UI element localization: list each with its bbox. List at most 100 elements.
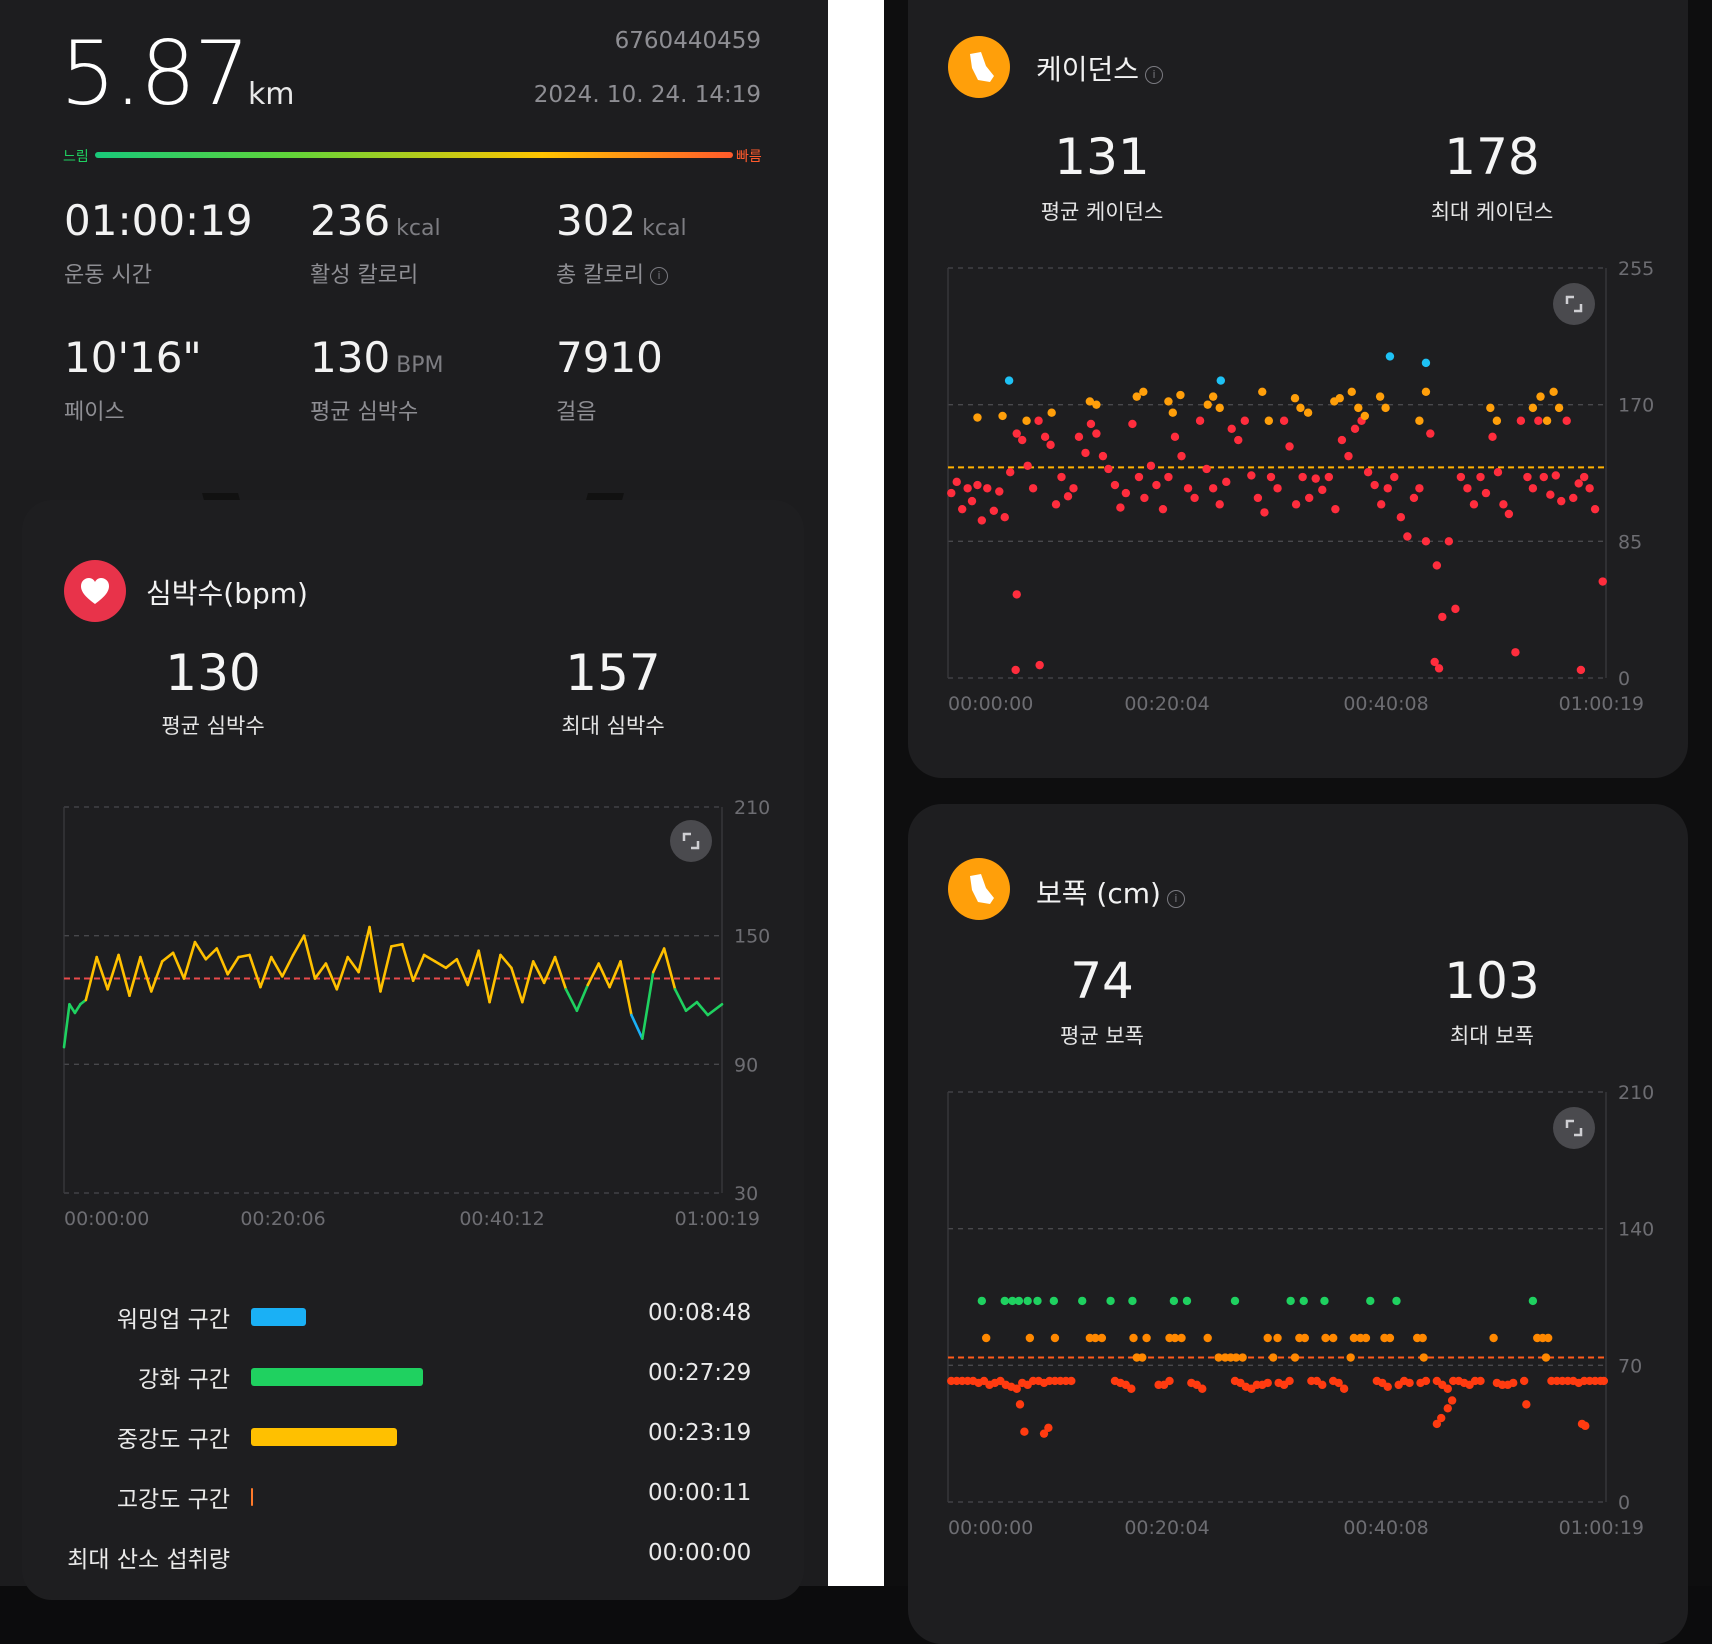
data-point	[1296, 403, 1305, 413]
data-point	[1047, 408, 1056, 417]
x-tick-label: 01:00:19	[1559, 1517, 1644, 1539]
heart-rate-segment	[226, 955, 240, 976]
data-point	[1081, 448, 1090, 458]
expand-chart-button[interactable]	[670, 820, 712, 862]
stat-active-calories: 236 kcal 활성 칼로리	[310, 196, 441, 289]
data-point	[1370, 480, 1379, 490]
info-icon[interactable]: i	[1166, 889, 1185, 908]
x-tick-label: 00:40:12	[459, 1208, 544, 1230]
section-title: 케이던스	[1036, 53, 1140, 86]
data-point	[1097, 1333, 1107, 1343]
data-point	[1266, 472, 1276, 482]
heart-rate-segment	[379, 945, 393, 993]
heart-rate-segment	[510, 966, 524, 1004]
data-point	[1409, 493, 1419, 503]
data-point	[1121, 488, 1131, 498]
data-point	[1320, 1296, 1329, 1306]
data-point	[1215, 500, 1224, 509]
cadence-card	[908, 0, 1688, 778]
data-point	[1579, 472, 1589, 482]
data-point	[1085, 397, 1095, 406]
heart-rate-segment	[280, 953, 295, 978]
data-point	[1346, 1353, 1355, 1362]
data-point	[1328, 1333, 1338, 1343]
distance-value: 5.87	[60, 22, 250, 125]
data-point	[1063, 492, 1073, 501]
heart-rate-segment	[564, 987, 579, 1013]
stat-total-calories: 302 kcal 총 칼로리 i	[556, 196, 687, 289]
data-point	[1035, 660, 1044, 670]
distance: 5.87km	[60, 22, 295, 125]
heart-rate-segment	[324, 962, 339, 991]
zone-bar	[251, 1428, 397, 1446]
data-point	[1182, 1296, 1192, 1306]
data-point	[1286, 1296, 1295, 1306]
data-point	[1086, 419, 1096, 429]
data-point	[957, 504, 967, 514]
y-tick-label: 210	[734, 797, 770, 819]
heart-rate-segment	[193, 940, 208, 961]
x-tick-label: 00:00:00	[948, 693, 1033, 715]
data-point	[1057, 472, 1066, 482]
heart-rate-segment	[237, 953, 251, 959]
expand-icon	[682, 832, 700, 850]
y-tick-label: 30	[734, 1183, 758, 1205]
data-point	[1008, 1296, 1017, 1306]
data-point	[1208, 484, 1218, 493]
heart-rate-segment	[499, 953, 513, 970]
data-point	[1551, 471, 1561, 480]
data-point	[1170, 1333, 1180, 1343]
data-point	[947, 488, 956, 498]
stat-value: 7910	[556, 333, 663, 382]
data-point	[983, 484, 992, 493]
data-point	[1481, 488, 1491, 498]
expand-chart-button[interactable]	[1553, 283, 1595, 325]
zone-row: 최대 산소 섭취량 00:00:00	[0, 1540, 828, 1580]
data-point	[1139, 387, 1148, 397]
data-point	[1405, 1378, 1414, 1388]
stat-label: 총 칼로리	[556, 263, 644, 288]
data-point	[1585, 484, 1594, 493]
data-point	[1230, 1296, 1240, 1306]
data-point	[1377, 500, 1386, 509]
avg-stride-label: 평균 보폭	[1060, 1024, 1144, 1048]
data-point	[1116, 503, 1125, 512]
pace-slow-label: 느림	[63, 149, 89, 165]
data-point	[1034, 416, 1043, 425]
data-point	[1222, 477, 1231, 487]
data-point	[1430, 657, 1439, 667]
zone-time: 00:27:29	[648, 1360, 752, 1386]
info-icon[interactable]: i	[1145, 65, 1164, 84]
data-point	[1203, 400, 1212, 409]
data-point	[1128, 419, 1137, 429]
data-point	[1146, 461, 1156, 470]
heart-rate-segment	[335, 955, 350, 991]
stat-steps: 7910 걸음	[556, 333, 663, 426]
heart-rate-segment	[597, 962, 611, 989]
data-point	[1177, 451, 1186, 461]
stat-pace: 10'16" 페이스	[64, 333, 202, 426]
max-stride-value: 103	[1444, 952, 1540, 1010]
data-point	[1304, 493, 1314, 503]
heart-rate-segment	[390, 942, 404, 948]
section-title: 보폭 (cm)	[1036, 877, 1161, 910]
data-point	[1129, 1333, 1138, 1343]
info-icon[interactable]: i	[649, 267, 668, 285]
zone-time: 00:08:48	[648, 1300, 752, 1326]
x-tick-label: 00:00:00	[948, 1517, 1033, 1539]
data-point	[1581, 1421, 1590, 1431]
heart-rate-segment	[466, 949, 480, 987]
heart-rate-segment	[488, 953, 502, 1004]
heart-rate-segment	[139, 955, 153, 993]
data-point	[1469, 500, 1479, 509]
y-tick-label: 0	[1618, 1492, 1630, 1514]
expand-chart-button[interactable]	[1553, 1107, 1595, 1149]
data-point	[1290, 394, 1300, 403]
heart-rate-chart: 210 150 90 30 00:00:00 00:20:06 00:40:12 01:00:…	[62, 797, 770, 1230]
data-point	[1437, 1413, 1446, 1423]
avg-heart-rate-value: 130	[165, 644, 261, 702]
data-point	[1015, 1400, 1025, 1409]
record-id: 6760440459	[614, 28, 761, 54]
data-point	[1046, 440, 1055, 450]
heart-rate-segment	[171, 951, 186, 980]
